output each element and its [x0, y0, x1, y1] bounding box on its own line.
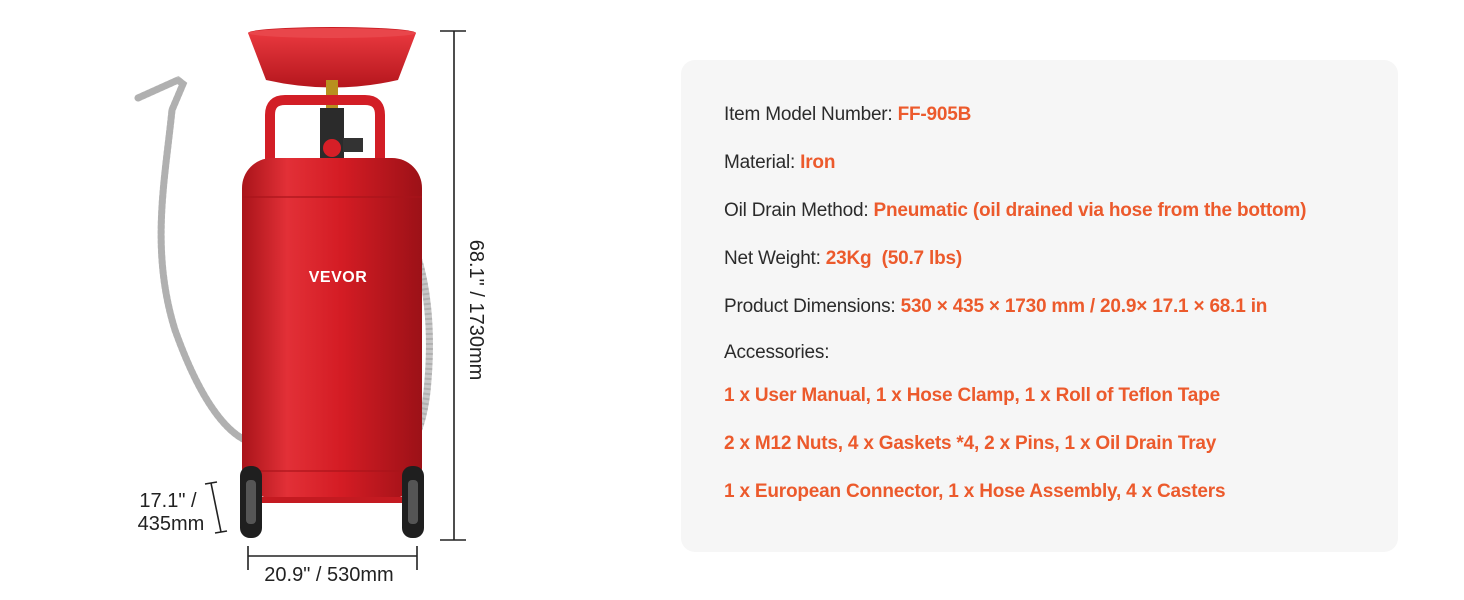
height-dimension — [440, 30, 466, 541]
spec-row-drain-method: Oil Drain Method: Pneumatic (oil drained… — [724, 199, 1306, 223]
spec-value: Iron — [800, 152, 836, 173]
wheels — [240, 466, 424, 538]
tank-body — [242, 158, 422, 498]
depth-label-line1: 17.1" / — [139, 490, 197, 512]
width-dimension — [247, 546, 418, 570]
spec-card: Item Model Number: FF-905B Material: Iro… — [681, 60, 1398, 552]
drain-hose — [134, 75, 433, 449]
accessories-heading: Accessories: — [724, 341, 830, 365]
accessory-line: 2 x M12 Nuts, 4 x Gaskets *4, 2 x Pins, … — [724, 433, 1217, 454]
spec-label: Net Weight: — [724, 248, 826, 269]
accessories-label: Accessories: — [724, 342, 830, 363]
spec-value: 23Kg (50.7 lbs) — [825, 248, 962, 269]
spec-row-material: Material: Iron — [724, 151, 835, 175]
spec-value: Pneumatic (oil drained via hose from the… — [873, 200, 1307, 221]
depth-label-line2: 435mm — [138, 513, 205, 535]
height-label: 68.1" / 1730mm — [465, 240, 487, 381]
spec-row-weight: Net Weight: 23Kg (50.7 lbs) — [724, 247, 962, 271]
spec-row-dimensions: Product Dimensions: 530 × 435 × 1730 mm … — [724, 295, 1267, 319]
spec-label: Oil Drain Method: — [724, 200, 874, 221]
spec-label: Material: — [724, 152, 801, 173]
spec-value: FF-905B — [897, 104, 972, 125]
brand-logo: VEVOR — [309, 269, 368, 286]
handle-frame — [265, 95, 385, 175]
spec-label: Product Dimensions: — [724, 296, 901, 317]
product-illustration: VEVOR 68.1" / 1730mm 20.9" / 530mm 17.1"… — [134, 27, 487, 586]
accessory-line: 1 x European Connector, 1 x Hose Assembl… — [724, 481, 1226, 502]
spec-value: 530 × 435 × 1730 mm / 20.9× 17.1 × 68.1 … — [900, 296, 1268, 317]
width-label: 20.9" / 530mm — [264, 564, 393, 586]
spec-label: Item Model Number: — [724, 104, 898, 125]
spec-row-model: Item Model Number: FF-905B — [724, 103, 971, 127]
oil-drain-tray — [248, 27, 416, 88]
depth-dimension — [204, 481, 228, 534]
accessory-line: 1 x User Manual, 1 x Hose Clamp, 1 x Rol… — [724, 385, 1220, 406]
valve-assembly — [320, 80, 363, 158]
